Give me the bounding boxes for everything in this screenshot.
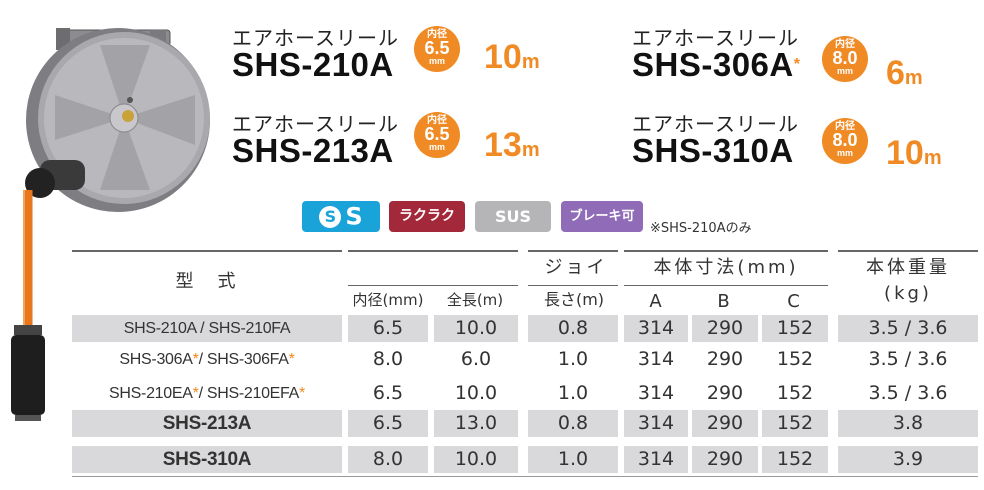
length-cell: 10.0 — [454, 382, 498, 404]
a-cell: 314 — [624, 315, 688, 342]
model-block-4: エアホースリール SHS-310A — [632, 114, 799, 168]
header-c: C — [787, 291, 803, 312]
length-cell: 13.0 — [434, 410, 518, 437]
a-cell: 314 — [637, 348, 675, 370]
model-cell: SHS-213A — [72, 410, 342, 437]
inner-diameter-badge: 内径 8.0 mm — [822, 36, 868, 82]
header-length: 全長(m) — [446, 291, 504, 309]
c-cell: 152 — [776, 348, 814, 370]
joint-cell: 0.8 — [528, 315, 618, 342]
table-top-rule — [528, 250, 618, 252]
hose-length: 10m — [886, 134, 942, 172]
weight-cell: 3.5 / 3.6 — [868, 382, 948, 404]
b-cell: 290 — [692, 446, 758, 473]
length-cell: 10.0 — [434, 315, 518, 342]
model-name: SHS-306A* — [632, 46, 801, 83]
b-cell: 290 — [692, 315, 758, 342]
weight-cell: 3.5 / 3.6 — [838, 315, 978, 342]
table-row: SHS-306A*/ SHS-306FA* 8.0 6.0 1.0 314 29… — [72, 344, 978, 374]
hose-length: 10m — [484, 38, 540, 76]
header-a: A — [649, 291, 665, 312]
inner-diameter-badge: 内径 6.5 mm — [414, 112, 460, 158]
length-cell: 6.0 — [460, 348, 492, 370]
table-top-rule — [838, 250, 978, 252]
b-cell: 290 — [706, 382, 744, 404]
model-name: SHS-310A — [632, 132, 794, 169]
header-model: 型 式 — [175, 271, 239, 292]
weight-cell: 3.5 / 3.6 — [868, 348, 948, 370]
header-sub-rule — [348, 285, 518, 286]
weight-cell: 3.8 — [838, 410, 978, 437]
product-type-label: エアホースリール — [232, 112, 399, 136]
header-inner: 内径(mm) — [352, 291, 424, 309]
header-sub-rule — [624, 285, 828, 286]
rakuraku-tag: ラクラク — [389, 201, 465, 232]
hose-reel-image — [11, 28, 210, 421]
model-block-2: エアホースリール SHS-306A* — [632, 28, 800, 82]
model-name: SHS-210A — [232, 46, 394, 83]
joint-cell: 1.0 — [557, 382, 589, 404]
a-cell: 314 — [624, 410, 688, 437]
header-joint-length: 長さ(m) — [543, 290, 605, 309]
hose-length: 13m — [484, 126, 540, 164]
table-row: SHS-210A / SHS-210FA 6.5 10.0 0.8 314 29… — [72, 313, 978, 343]
table-row: SHS-213A 6.5 13.0 0.8 314 290 152 3.8 — [72, 408, 978, 438]
inner-cell: 6.5 — [348, 410, 428, 437]
ss-logo-icon: S — [319, 206, 342, 228]
inner-diameter-badge: 内径 6.5 mm — [414, 26, 460, 72]
footnote: ※SHS-210Aのみ — [650, 221, 752, 236]
model-name: SHS-213A — [232, 132, 394, 169]
joint-cell: 0.8 — [528, 410, 618, 437]
inner-cell: 8.0 — [372, 348, 404, 370]
table-bottom-rule — [72, 476, 978, 477]
inner-diameter-badge: 内径 8.0 mm — [822, 118, 868, 164]
b-cell: 290 — [706, 348, 744, 370]
length-cell: 10.0 — [434, 446, 518, 473]
inner-cell: 6.5 — [348, 315, 428, 342]
inner-cell: 8.0 — [348, 446, 428, 473]
joint-cell: 1.0 — [557, 348, 589, 370]
header-b: B — [717, 291, 733, 312]
model-block-1: エアホースリール SHS-210A — [232, 28, 399, 82]
inner-cell: 6.5 — [372, 382, 404, 404]
c-cell: 152 — [776, 382, 814, 404]
model-cell: SHS-306A*/ SHS-306FA* — [119, 351, 295, 368]
brake-tag: ブレーキ可 — [561, 201, 643, 232]
table-top-rule — [624, 250, 828, 252]
table-top-rule — [72, 250, 342, 252]
model-cell: SHS-310A — [72, 446, 342, 473]
table-row: SHS-210EA*/ SHS-210EFA* 6.5 10.0 1.0 314… — [72, 378, 978, 408]
b-cell: 290 — [692, 410, 758, 437]
header-weight: 本体重量 — [866, 257, 950, 278]
hose-length: 6m — [886, 54, 923, 92]
header-dims: 本体寸法(mm) — [653, 257, 799, 278]
header-weight-unit: (kg) — [884, 283, 932, 304]
product-type-label: エアホースリール — [632, 112, 799, 136]
product-type-label: エアホースリール — [232, 26, 399, 50]
c-cell: 152 — [762, 410, 828, 437]
a-cell: 314 — [637, 382, 675, 404]
header-sub-rule — [528, 285, 618, 286]
weight-cell: 3.9 — [838, 446, 978, 473]
model-block-3: エアホースリール SHS-213A — [232, 114, 399, 168]
table-row: SHS-310A 8.0 10.0 1.0 314 290 152 3.9 — [72, 444, 978, 474]
c-cell: 152 — [762, 315, 828, 342]
table-top-rule — [348, 250, 518, 252]
a-cell: 314 — [624, 446, 688, 473]
header-joint: ジョイ — [544, 257, 608, 278]
model-cell: SHS-210EA*/ SHS-210EFA* — [109, 385, 305, 402]
joint-cell: 1.0 — [528, 446, 618, 473]
c-cell: 152 — [762, 446, 828, 473]
model-cell: SHS-210A / SHS-210FA — [72, 315, 342, 342]
product-type-label: エアホースリール — [632, 26, 799, 50]
sus-tag: SUS — [475, 201, 551, 232]
